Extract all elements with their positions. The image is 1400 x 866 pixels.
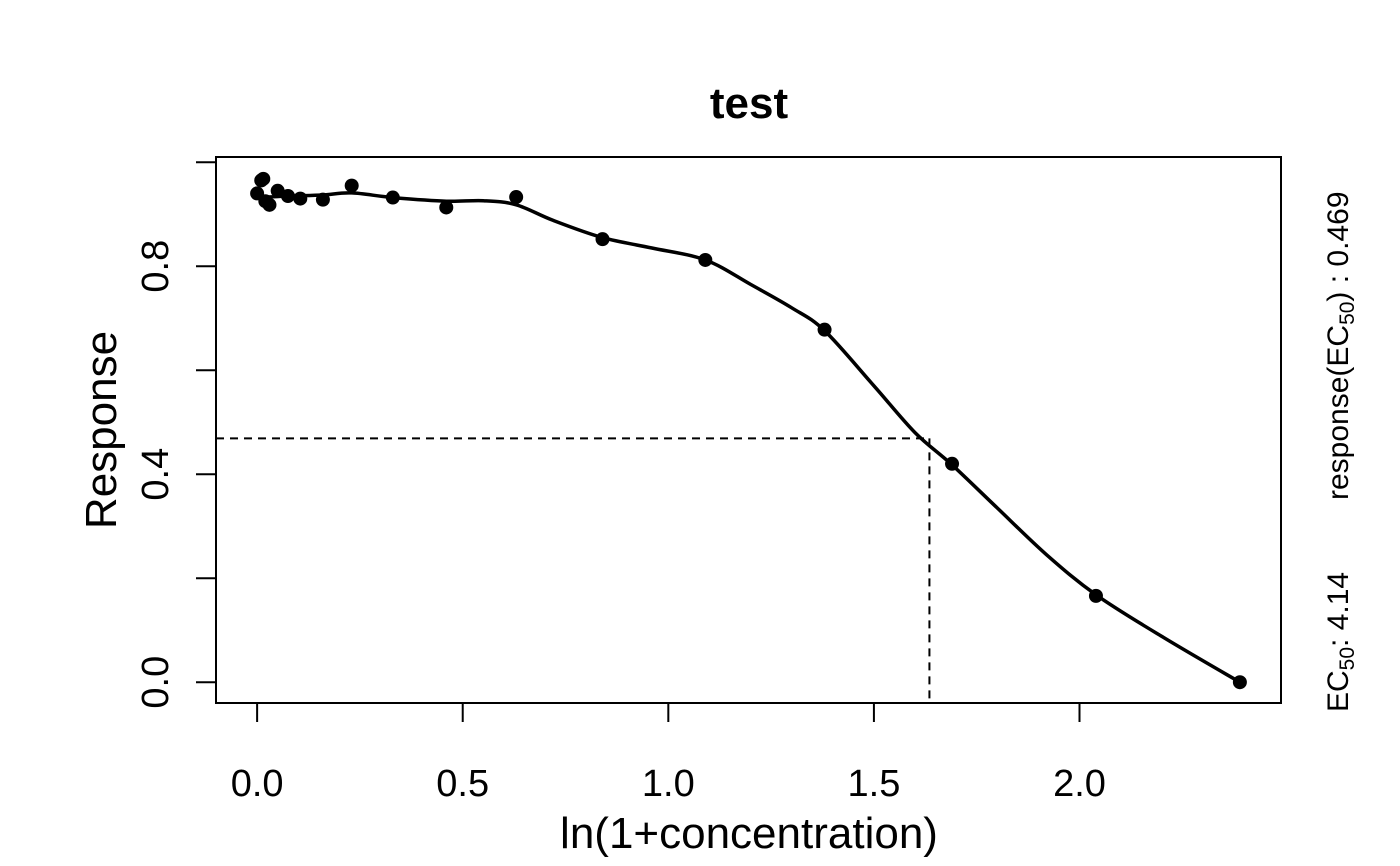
ec50-value: : 4.14 (1322, 572, 1355, 647)
chart-title: test (710, 79, 789, 128)
data-point (945, 456, 960, 471)
y-tick-label: 0.4 (135, 448, 177, 501)
x-tick-label: 2.0 (1053, 763, 1106, 805)
data-point (280, 189, 295, 203)
data-points (250, 171, 1247, 690)
ec50-prefix: EC (1322, 670, 1355, 712)
x-tick-label: 0.0 (231, 763, 284, 805)
fitted-curve (257, 191, 1241, 684)
x-tick-label: 0.5 (436, 763, 489, 805)
data-point (1232, 675, 1247, 690)
data-point (509, 190, 524, 205)
data-point (315, 192, 330, 207)
ec50-subscript: 50 (1336, 647, 1359, 670)
fitted-curve-layer (257, 191, 1241, 684)
x-tick-label: 1.5 (848, 763, 901, 805)
x-axis-title: ln(1+concentration) (560, 809, 938, 858)
data-point (698, 252, 713, 267)
y-axis: 0.0 0.4 0.8 (135, 161, 217, 709)
data-point (385, 190, 400, 205)
data-point (595, 232, 610, 247)
plot-frame (215, 156, 1282, 704)
response-ec50-annotation: response(EC50) : 0.469 (1322, 191, 1359, 500)
data-point (439, 200, 454, 215)
y-tick-label: 0.8 (135, 240, 177, 293)
data-point (817, 322, 832, 337)
data-point (344, 178, 359, 193)
response-subscript: 50 (1336, 302, 1359, 325)
data-point (1088, 588, 1103, 603)
response-prefix: response(EC (1322, 325, 1355, 500)
data-point (256, 171, 271, 186)
ec50-reference-lines (216, 437, 931, 703)
data-point (262, 197, 277, 212)
data-point (293, 191, 308, 206)
response-value: ) : 0.469 (1322, 191, 1355, 301)
ec50-annotation: EC50: 4.14 (1322, 572, 1359, 712)
y-axis-title: Response (77, 331, 126, 529)
x-tick-label: 1.0 (642, 763, 695, 805)
x-axis: 0.0 0.5 1.0 1.5 2.0 (231, 702, 1106, 805)
y-tick-label: 0.0 (135, 656, 177, 709)
